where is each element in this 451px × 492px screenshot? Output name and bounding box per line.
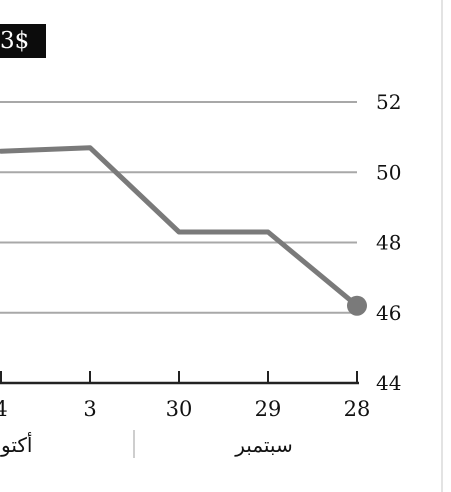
x-tick-label: 3 xyxy=(83,397,96,421)
x-tick-label: 29 xyxy=(255,397,282,421)
page-edge-rule xyxy=(441,0,443,492)
y-tick-label: 52 xyxy=(376,90,401,114)
y-tick-label: 50 xyxy=(376,160,401,184)
month-label-october: أكتو xyxy=(0,432,32,457)
x-tick-label: 30 xyxy=(166,397,193,421)
y-tick-label: 46 xyxy=(376,301,401,325)
y-tick-label: 48 xyxy=(376,231,401,255)
y-tick-label: 44 xyxy=(376,371,401,395)
x-tick-label: 28 xyxy=(344,397,371,421)
x-tick-label: 4 xyxy=(0,397,8,421)
price-badge: 3$ xyxy=(0,24,46,58)
latest-point-marker xyxy=(347,295,367,316)
month-label-september: سبتمبر xyxy=(234,433,292,457)
